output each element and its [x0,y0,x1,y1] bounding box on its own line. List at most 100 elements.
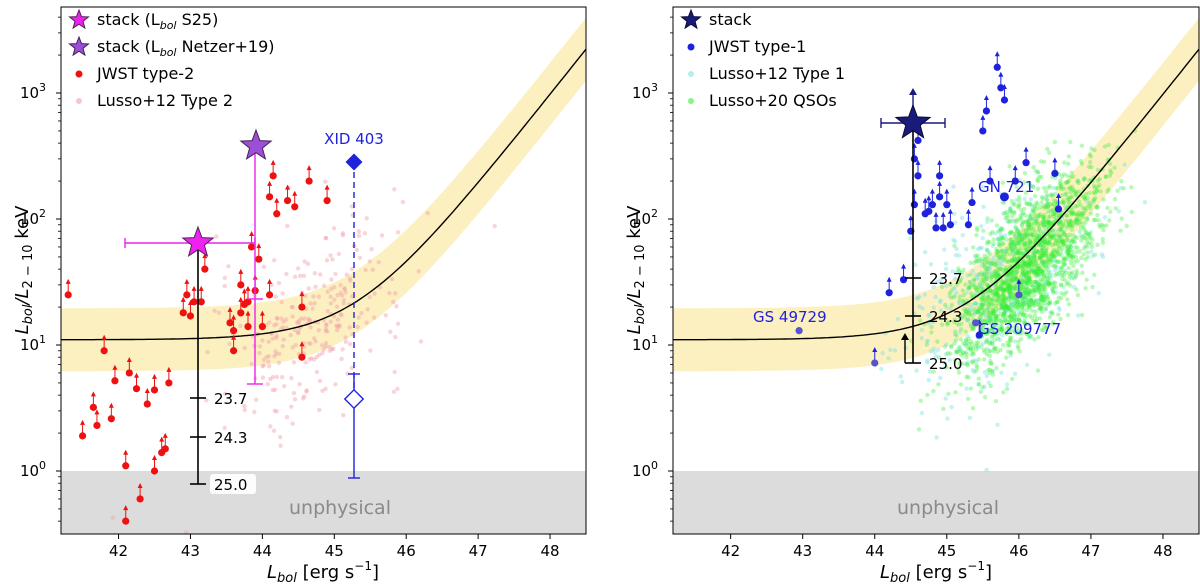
lusso20-qso-point [1046,150,1052,155]
lusso20-qso-point [991,297,996,302]
y-tick-label: 100 [632,459,658,480]
lusso20-qso-point [1017,318,1022,323]
lusso20-qso-point [970,245,976,250]
lusso20-qso-point [1012,303,1017,309]
lusso20-qso-point [1000,280,1006,286]
lusso12-type2-point [303,293,308,299]
lusso20-qso-point [995,272,1000,277]
lusso20-qso-point [1040,298,1045,303]
lusso20-qso-point [1027,270,1032,275]
lusso20-qso-point [1031,269,1036,275]
lusso20-qso-point [980,281,986,286]
lusso20-qso-point [1048,214,1053,219]
lusso20-qso-point [1102,144,1108,149]
lusso20-qso-point [1003,267,1008,272]
lower-limit-head [292,190,298,196]
lusso20-qso-point [1002,309,1007,315]
lusso20-qso-point [917,318,923,323]
lusso20-qso-point [1008,314,1013,319]
lusso20-qso-point [1037,250,1042,255]
lusso20-qso-point [972,253,978,259]
stack-netzer-star [239,128,273,161]
lusso20-qso-point [1015,300,1021,305]
lusso20-qso-point [1045,218,1050,224]
lusso20-qso-point [1073,192,1079,197]
lusso12-type1-point [1028,197,1034,202]
lusso20-qso-point [955,321,960,327]
lusso20-qso-point [1002,282,1007,288]
lusso20-qso-point [1082,236,1087,241]
lusso20-qso-point [952,294,957,300]
lusso20-qso-point [1071,174,1076,179]
lusso12-type1-point [1075,313,1081,318]
lusso20-qso-point [1023,293,1029,298]
lusso12-type2-point [276,280,282,286]
left-xlabel: Lbol [erg s−1] [267,559,379,584]
lower-limit-head [1052,157,1058,163]
lusso20-qso-point [974,347,979,352]
lusso20-qso-point [1032,211,1037,216]
lusso20-qso-point [1007,282,1012,288]
lusso20-qso-point [1013,226,1018,231]
lusso20-qso-point [1082,195,1087,201]
lusso20-qso-point [1007,259,1012,264]
lusso20-qso-point [1024,276,1029,281]
lusso20-qso-point [1012,242,1017,247]
lusso20-qso-point [1025,228,1030,233]
lusso20-qso-point [1095,184,1100,190]
lusso20-qso-point [989,261,994,267]
lusso20-qso-point [1012,210,1017,216]
lusso20-qso-point [1073,274,1078,279]
lusso12-type2-point [324,322,329,328]
lusso20-qso-point [1059,186,1064,192]
lusso20-qso-point [1067,283,1073,288]
lusso20-qso-point [968,272,973,277]
lusso20-qso-point [1020,268,1025,273]
lusso20-qso-point [974,287,980,292]
lusso20-qso-point [991,308,996,314]
unphysical-label: unphysical [897,497,999,519]
lusso20-qso-point [1021,228,1026,233]
relation-curve [61,48,586,341]
lusso12-type1-point [997,262,1002,267]
jwst-type2-point [237,281,245,289]
lusso20-qso-point [1001,312,1006,317]
lusso20-qso-point [1070,237,1075,243]
lusso12-type1-point [964,246,969,252]
lusso20-qso-point [968,321,973,326]
lusso12-type2-point [323,322,329,327]
lusso20-qso-point [1040,287,1045,292]
lusso20-qso-point [1046,185,1051,190]
lusso20-qso-point [1036,174,1042,180]
lusso20-qso-point [1046,282,1051,287]
lusso20-qso-point [1006,272,1012,277]
lusso12-type1-point [1015,227,1020,232]
lusso20-qso-point [1065,222,1071,228]
lusso20-qso-point [1095,242,1100,248]
lusso20-qso-point [1075,217,1080,223]
lusso20-qso-point [1034,249,1040,254]
lusso20-qso-point [999,304,1005,309]
jwst-type2-point [226,319,234,327]
lusso20-qso-point [959,321,964,326]
jwst-type1-point [932,224,940,232]
lusso12-type2-point [343,339,349,345]
lusso12-type2-point [342,286,347,291]
lusso20-qso-point [1063,218,1069,223]
lusso12-type1-point [1045,201,1050,206]
legend-marker-lusso20-qsos [688,98,694,104]
lusso12-type2-point [349,204,355,209]
lusso12-type1-point [1027,289,1033,294]
lusso20-qso-point [992,309,998,314]
lusso20-qso-point [1081,194,1087,200]
lusso12-type1-point [987,348,993,353]
lusso20-qso-point [1017,312,1023,317]
lusso20-qso-point [1002,306,1007,311]
jwst-type1-point [936,193,944,201]
lusso20-qso-point [1017,302,1023,307]
lusso12-type1-point [1016,316,1021,322]
lusso12-type1-point [1023,289,1028,295]
lusso20-qso-point [989,309,994,315]
lusso20-qso-point [1030,300,1035,306]
lusso20-qso-point [1083,206,1088,211]
